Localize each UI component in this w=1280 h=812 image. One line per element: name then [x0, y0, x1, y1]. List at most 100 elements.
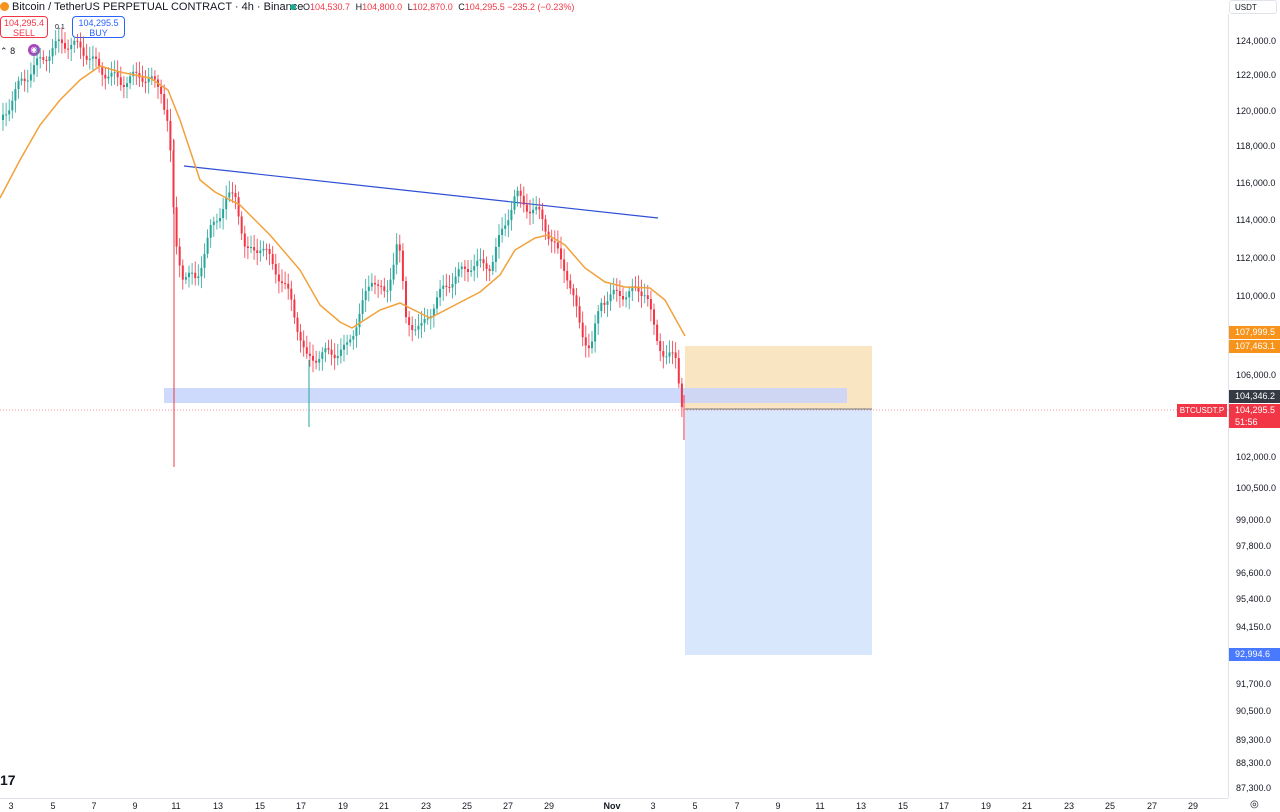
candle-body: [358, 313, 361, 328]
candle-body: [150, 76, 153, 79]
candle-body: [85, 55, 88, 60]
time-axis-label: 19: [337, 801, 349, 811]
price-axis-label: 100,500.0: [1236, 483, 1277, 493]
candle-body: [67, 48, 70, 50]
candle-body: [432, 308, 435, 317]
candle-body: [380, 285, 383, 287]
candle-body: [330, 349, 333, 355]
price-axis-label: 120,000.0: [1236, 106, 1277, 116]
ema-line: [0, 65, 686, 337]
candle-body: [166, 109, 169, 121]
candle-body: [463, 266, 466, 270]
candle-body: [374, 283, 376, 285]
candle-body: [600, 302, 603, 312]
symbol-price-tag: BTCUSDT.P: [1177, 404, 1227, 417]
candle-body: [336, 355, 339, 359]
candle-body: [392, 264, 395, 280]
candle-body: [442, 285, 445, 289]
price-chart[interactable]: [0, 0, 1228, 798]
time-axis-label: 27: [502, 801, 514, 811]
candle-body: [591, 341, 593, 349]
candle-body: [135, 71, 138, 73]
candle-body: [277, 274, 280, 282]
time-axis-label: 5: [692, 801, 698, 811]
buy-button[interactable]: 104,295.5 BUY: [72, 16, 125, 38]
candle-body: [54, 41, 57, 49]
sell-button[interactable]: 104,295.4 SELL: [0, 16, 48, 38]
candle-body: [206, 237, 209, 254]
candle-body: [563, 259, 566, 271]
candle-body: [414, 329, 417, 331]
take-profit-tag: 107,999.5: [1229, 326, 1280, 339]
candle-body: [615, 289, 618, 291]
price-axis-label: 112,000.0: [1236, 253, 1276, 263]
candle-body: [64, 43, 66, 49]
time-axis-label: 17: [938, 801, 950, 811]
candle-body: [417, 325, 420, 330]
candle-body: [519, 190, 522, 196]
candle-body: [408, 317, 411, 326]
candle-body: [20, 78, 23, 81]
candle-body: [470, 270, 473, 273]
candle-body: [287, 283, 290, 289]
candle-body: [91, 56, 94, 59]
time-axis-label: Nov: [603, 801, 621, 811]
candle-body: [594, 323, 597, 342]
currency-selector[interactable]: USDT: [1229, 0, 1277, 14]
time-axis[interactable]: [0, 798, 1228, 812]
candle-body: [460, 266, 463, 270]
time-axis-label: 13: [855, 801, 867, 811]
candle-body: [411, 325, 414, 331]
close-value: 104,295.5: [464, 2, 505, 12]
candle-body: [355, 327, 358, 336]
candle-body: [318, 358, 321, 363]
candle-body: [181, 265, 184, 280]
candle-body: [646, 295, 649, 300]
candle-body: [653, 309, 655, 325]
candle-body: [584, 337, 587, 346]
candle-body: [194, 272, 197, 279]
candle-body: [126, 83, 128, 87]
target-price-tag: 107,463.1: [1229, 340, 1280, 353]
collapse-chevron-icon[interactable]: ⌃: [0, 46, 8, 56]
indicator-legend[interactable]: ⌃ 8: [0, 46, 15, 57]
candle-body: [377, 284, 380, 286]
price-axis-label: 106,000.0: [1236, 370, 1277, 380]
price-axis[interactable]: [1228, 14, 1280, 798]
candle-body: [203, 253, 206, 268]
tradingview-logo-icon[interactable]: 17: [0, 772, 16, 788]
open-label: O: [303, 2, 311, 12]
candle-body: [420, 323, 423, 326]
settings-icon[interactable]: ◎: [1250, 799, 1259, 810]
time-axis-label: 15: [254, 801, 266, 811]
stop-price-tag: 92,994.6: [1229, 648, 1280, 661]
candle-body: [256, 250, 259, 253]
candle-body: [606, 301, 609, 305]
candle-body: [48, 56, 51, 62]
candle-body: [39, 57, 42, 59]
candle-body: [265, 248, 268, 250]
candle-body: [160, 86, 163, 94]
candle-body: [178, 246, 181, 266]
candle-body: [498, 235, 500, 247]
time-axis-label: 11: [171, 801, 181, 811]
candle-body: [436, 297, 438, 309]
time-axis-label: 15: [897, 801, 909, 811]
time-axis-label: 5: [50, 801, 56, 811]
candle-body: [504, 225, 507, 229]
candle-body: [70, 44, 73, 50]
candle-body: [494, 246, 497, 262]
candle-body: [587, 345, 590, 349]
price-axis-label: 88,300.0: [1236, 758, 1272, 768]
price-axis-label: 116,000.0: [1236, 178, 1276, 188]
candle-body: [361, 300, 364, 314]
time-axis-label: 9: [775, 801, 781, 811]
candle-body: [625, 297, 628, 300]
candle-body: [184, 277, 187, 280]
candle-body: [346, 342, 349, 345]
candle-body: [423, 318, 426, 324]
symbol-title[interactable]: Bitcoin / TetherUS PERPETUAL CONTRACT · …: [12, 1, 304, 13]
candle-body: [439, 288, 442, 298]
time-axis-label: 11: [815, 801, 825, 811]
candle-body: [674, 352, 677, 359]
